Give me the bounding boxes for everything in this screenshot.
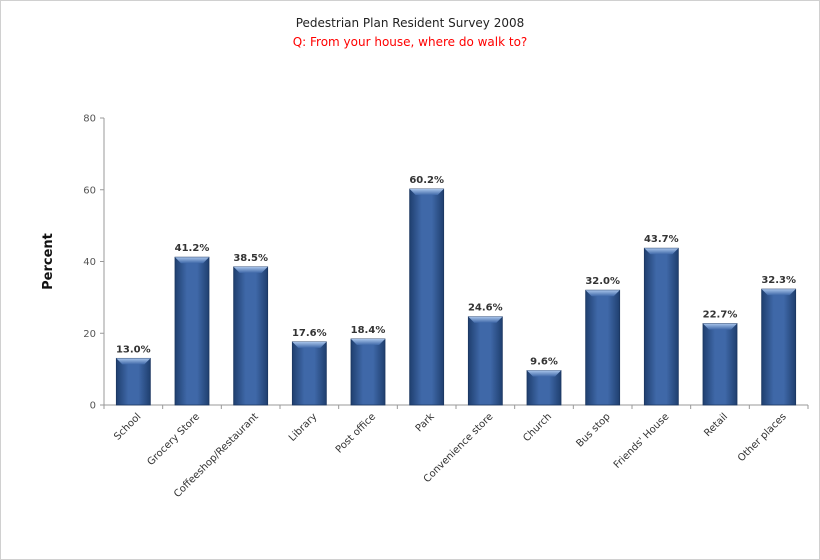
category-label: Other places — [736, 411, 789, 464]
data-label: 17.6% — [292, 328, 327, 339]
data-label: 43.7% — [644, 234, 679, 245]
bar — [291, 341, 327, 406]
category-label: Park — [414, 411, 437, 434]
bar — [350, 338, 386, 406]
data-label: 18.4% — [351, 325, 386, 336]
bar-bevel — [292, 341, 327, 348]
chart-title: Pedestrian Plan Resident Survey 2008 — [295, 16, 525, 30]
category-label: School — [112, 411, 143, 442]
bar-bevel — [703, 323, 737, 330]
bar — [115, 357, 151, 406]
data-label: 24.6% — [468, 303, 503, 314]
bar-bevel — [351, 338, 385, 345]
bar-bevel — [644, 248, 679, 255]
chart-subtitle: Q: From your house, where do walk to? — [292, 35, 528, 49]
category-label: Retail — [702, 411, 730, 439]
bar — [467, 316, 503, 406]
bar — [409, 188, 445, 406]
bar-bevel — [175, 257, 209, 264]
category-label: Bus stop — [574, 411, 612, 449]
bar — [585, 289, 621, 406]
bar — [643, 247, 679, 406]
data-label: 13.0% — [116, 344, 151, 355]
category-label: Library — [287, 411, 320, 444]
y-tick-label: 0 — [90, 401, 96, 412]
bar-bevel — [409, 189, 444, 196]
data-label: 60.2% — [409, 175, 444, 186]
bar-bevel — [585, 290, 620, 297]
data-label: 32.3% — [761, 275, 796, 286]
data-label: 41.2% — [175, 243, 210, 254]
category-label: Grocery Store — [146, 411, 203, 468]
y-tick-label: 80 — [83, 114, 96, 125]
y-tick-label: 20 — [83, 329, 96, 340]
data-label: 32.0% — [585, 276, 620, 287]
category-label: Church — [521, 411, 554, 444]
data-label: 9.6% — [530, 357, 558, 368]
category-label: Post office — [334, 411, 378, 455]
data-label: 22.7% — [703, 310, 738, 321]
bar — [233, 266, 269, 406]
y-tick-label: 60 — [83, 185, 96, 196]
category-label: Friends' House — [612, 411, 672, 471]
bar-bevel — [468, 316, 503, 323]
data-label: 38.5% — [233, 253, 268, 264]
bar-bevel — [116, 358, 151, 365]
bar — [761, 288, 797, 406]
bar-bevel — [527, 370, 561, 377]
bar-bevel — [761, 289, 796, 296]
bar — [702, 323, 738, 406]
y-axis-title: Percent — [41, 233, 56, 290]
bar-bevel — [233, 266, 268, 273]
bar — [174, 256, 210, 406]
y-tick-label: 40 — [83, 257, 96, 268]
